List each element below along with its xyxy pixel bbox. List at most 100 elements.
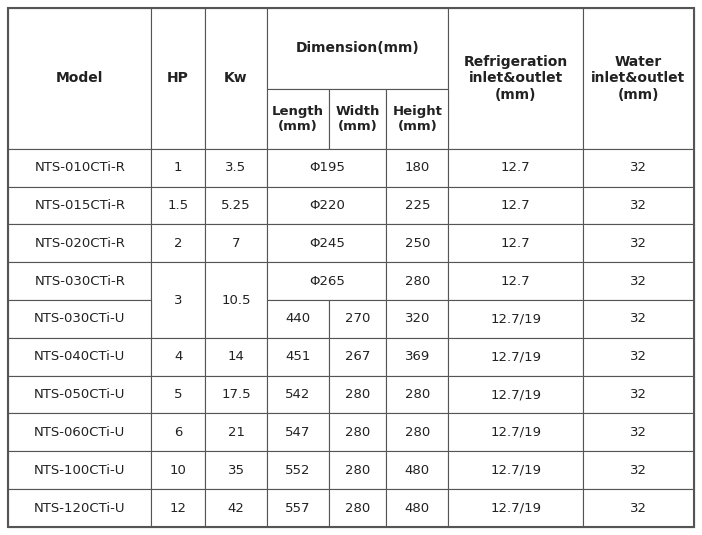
Bar xyxy=(267,224,387,262)
Text: 280: 280 xyxy=(345,426,370,439)
Text: 3: 3 xyxy=(174,294,183,307)
Bar xyxy=(448,300,583,338)
Bar xyxy=(387,149,448,187)
Bar xyxy=(387,89,448,149)
Bar xyxy=(329,452,387,489)
Bar xyxy=(8,376,151,414)
Text: NTS-010CTi-R: NTS-010CTi-R xyxy=(34,161,125,174)
Text: 32: 32 xyxy=(630,501,647,515)
Bar xyxy=(267,8,448,89)
Text: 17.5: 17.5 xyxy=(221,388,251,401)
Bar xyxy=(329,300,387,338)
Text: 225: 225 xyxy=(404,199,430,212)
Bar xyxy=(387,338,448,376)
Bar xyxy=(205,262,267,338)
Text: 10: 10 xyxy=(170,464,187,477)
Bar xyxy=(448,489,583,527)
Text: Refrigeration
inlet&outlet
(mm): Refrigeration inlet&outlet (mm) xyxy=(463,55,568,102)
Bar xyxy=(583,187,694,224)
Bar xyxy=(583,300,694,338)
Bar xyxy=(8,414,151,452)
Bar xyxy=(8,452,151,489)
Text: 320: 320 xyxy=(404,312,430,325)
Bar xyxy=(8,187,151,224)
Bar xyxy=(151,489,205,527)
Text: 270: 270 xyxy=(345,312,370,325)
Text: 557: 557 xyxy=(285,501,310,515)
Text: 35: 35 xyxy=(227,464,244,477)
Text: 12: 12 xyxy=(170,501,187,515)
Bar xyxy=(8,338,151,376)
Bar xyxy=(151,452,205,489)
Bar xyxy=(583,338,694,376)
Text: 12.7: 12.7 xyxy=(501,237,531,250)
Bar xyxy=(151,8,205,149)
Text: 10.5: 10.5 xyxy=(221,294,251,307)
Bar xyxy=(448,187,583,224)
Bar xyxy=(448,376,583,414)
Bar xyxy=(205,224,267,262)
Bar xyxy=(448,8,583,149)
Bar xyxy=(267,89,329,149)
Text: 280: 280 xyxy=(345,388,370,401)
Bar xyxy=(8,489,151,527)
Text: 32: 32 xyxy=(630,464,647,477)
Bar xyxy=(329,489,387,527)
Text: 3.5: 3.5 xyxy=(225,161,246,174)
Text: Width
(mm): Width (mm) xyxy=(336,105,380,133)
Bar xyxy=(267,149,387,187)
Bar xyxy=(205,489,267,527)
Bar xyxy=(151,149,205,187)
Bar xyxy=(151,224,205,262)
Bar xyxy=(151,376,205,414)
Text: 547: 547 xyxy=(285,426,310,439)
Text: 32: 32 xyxy=(630,237,647,250)
Bar xyxy=(205,452,267,489)
Text: 32: 32 xyxy=(630,350,647,363)
Bar xyxy=(8,224,151,262)
Bar xyxy=(329,414,387,452)
Text: 12.7/19: 12.7/19 xyxy=(490,426,541,439)
Bar xyxy=(267,300,329,338)
Text: 1: 1 xyxy=(174,161,183,174)
Bar xyxy=(267,187,387,224)
Text: Φ265: Φ265 xyxy=(309,274,345,288)
Text: 32: 32 xyxy=(630,388,647,401)
Bar xyxy=(267,262,387,300)
Bar xyxy=(205,338,267,376)
Bar xyxy=(387,452,448,489)
Text: 552: 552 xyxy=(285,464,310,477)
Text: 280: 280 xyxy=(345,464,370,477)
Text: 542: 542 xyxy=(285,388,310,401)
Text: 12.7/19: 12.7/19 xyxy=(490,464,541,477)
Text: Φ195: Φ195 xyxy=(309,161,345,174)
Bar xyxy=(448,224,583,262)
Text: Height
(mm): Height (mm) xyxy=(392,105,442,133)
Text: Length
(mm): Length (mm) xyxy=(272,105,324,133)
Text: 12.7/19: 12.7/19 xyxy=(490,501,541,515)
Text: 480: 480 xyxy=(405,501,430,515)
Text: 12.7: 12.7 xyxy=(501,274,531,288)
Text: NTS-040CTi-U: NTS-040CTi-U xyxy=(34,350,126,363)
Text: 12.7/19: 12.7/19 xyxy=(490,388,541,401)
Bar xyxy=(8,8,151,149)
Text: 7: 7 xyxy=(232,237,240,250)
Bar xyxy=(583,262,694,300)
Bar xyxy=(387,224,448,262)
Text: 12.7/19: 12.7/19 xyxy=(490,350,541,363)
Text: 32: 32 xyxy=(630,426,647,439)
Text: NTS-020CTi-R: NTS-020CTi-R xyxy=(34,237,125,250)
Bar xyxy=(205,414,267,452)
Text: HP: HP xyxy=(167,71,189,86)
Bar xyxy=(448,414,583,452)
Bar xyxy=(448,149,583,187)
Text: Φ245: Φ245 xyxy=(309,237,345,250)
Text: 21: 21 xyxy=(227,426,244,439)
Text: 14: 14 xyxy=(227,350,244,363)
Text: 2: 2 xyxy=(174,237,183,250)
Text: NTS-030CTi-R: NTS-030CTi-R xyxy=(34,274,125,288)
Bar xyxy=(205,8,267,149)
Text: Φ220: Φ220 xyxy=(309,199,345,212)
Text: 451: 451 xyxy=(285,350,310,363)
Bar xyxy=(387,489,448,527)
